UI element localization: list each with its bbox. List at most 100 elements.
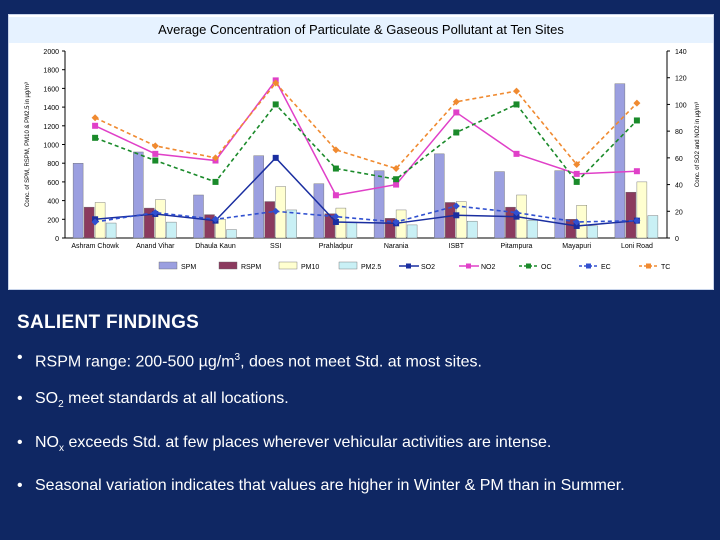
point-tc	[91, 114, 99, 122]
bullet-glyph: •	[17, 349, 23, 366]
legend-marker-oc	[526, 263, 531, 269]
finding-text-end: meet standards at all locations.	[63, 390, 289, 408]
point-no2	[152, 150, 159, 157]
finding-item: • NOx exceeds Std. at few places whereve…	[17, 433, 707, 459]
x-tick-label: ISBT	[449, 243, 465, 250]
point-oc	[272, 101, 279, 108]
bar-spm	[72, 162, 84, 239]
bar-pm10	[155, 199, 166, 239]
finding-subscript: x	[59, 442, 64, 454]
point-ec	[91, 218, 99, 226]
bar-spm	[313, 183, 325, 239]
line-tc	[94, 81, 638, 170]
legend-label-pm25: PM2.5	[361, 264, 381, 271]
bar-spm	[253, 155, 264, 239]
bar-pm25	[467, 220, 478, 239]
point-tc	[633, 99, 641, 107]
point-so2	[453, 212, 460, 219]
left-tick-label: 1400	[43, 105, 59, 112]
left-tick-label: 1200	[43, 124, 59, 131]
finding-item: • RSPM range: 200-500 µg/m3, does not me…	[17, 348, 707, 372]
legend-marker-ec	[586, 263, 591, 269]
right-tick-label: 120	[675, 76, 687, 83]
point-so2	[272, 154, 279, 161]
finding-item: • Seasonal variation indicates that valu…	[17, 476, 707, 496]
x-tick-label: Ashram Chowk	[71, 243, 119, 250]
chart-panel: Average Concentration of Particulate & G…	[8, 14, 714, 290]
point-tc	[212, 154, 219, 162]
legend-label-spm: SPM	[181, 264, 196, 271]
bar-spm	[434, 153, 445, 239]
point-no2	[393, 181, 400, 188]
bar-rspm	[264, 201, 275, 239]
point-tc	[452, 98, 460, 106]
point-oc	[393, 176, 400, 183]
finding-text: RSPM range: 200-500 µg/m	[35, 353, 235, 371]
bar-pm25	[647, 215, 659, 239]
bar-spm	[373, 170, 385, 239]
bar-spm	[614, 83, 626, 239]
left-tick-label: 2000	[43, 49, 59, 56]
line-ec	[94, 205, 637, 223]
bar-rspm	[204, 214, 215, 239]
point-so2	[573, 222, 580, 229]
right-tick-label: 20	[675, 209, 683, 216]
bullet-glyph: •	[17, 390, 23, 408]
x-tick-label: Dhaula Kaun	[195, 243, 236, 250]
point-ec	[151, 209, 159, 217]
finding-item: • SO2 meet standards at all locations.	[17, 389, 707, 415]
legend-swatch-rspm	[218, 261, 238, 270]
legend-swatch-pm10	[278, 261, 298, 270]
legend-marker-so2	[406, 263, 411, 269]
bar-rspm	[384, 218, 396, 239]
left-tick-label: 1800	[43, 68, 59, 75]
legend-swatch-pm25	[338, 261, 358, 270]
point-ec	[392, 218, 400, 226]
bar-rspm	[324, 213, 336, 239]
left-tick-label: 0	[55, 236, 59, 243]
left-tick-label: 200	[47, 217, 59, 224]
point-oc	[513, 101, 520, 108]
point-ec	[452, 202, 460, 210]
legend-label-ec: EC	[601, 264, 611, 271]
point-tc	[513, 87, 520, 95]
pollutant-chart: 0 200 400 600 800 1000 1200 1400 1600 1800 2000 0 20…	[25, 49, 701, 271]
point-no2	[573, 170, 580, 177]
bar-rspm	[445, 202, 456, 239]
point-oc	[212, 178, 219, 185]
bar-spm	[554, 170, 565, 239]
point-no2	[513, 150, 520, 157]
finding-text-end: exceeds Std. at few places wherever vehi…	[64, 433, 552, 451]
point-tc	[272, 79, 280, 87]
point-tc	[151, 142, 159, 150]
bar-pm25	[286, 209, 297, 239]
legend-marker-no2	[466, 263, 471, 269]
legend-label-rspm: RSPM	[241, 264, 261, 271]
finding-text: SO	[35, 390, 59, 408]
legend-swatch-spm	[158, 261, 178, 270]
point-oc	[92, 134, 99, 141]
point-ec	[633, 217, 641, 225]
legend-label-tc: TC	[661, 264, 670, 271]
point-tc	[392, 165, 400, 173]
point-tc	[332, 146, 340, 154]
point-oc	[633, 117, 640, 124]
point-ec	[513, 209, 520, 217]
bar-spm	[133, 151, 144, 239]
point-so2	[513, 213, 520, 220]
x-tick-label: SSI	[270, 243, 281, 250]
finding-text: Seasonal variation indicates that values…	[35, 476, 625, 494]
bar-rspm	[505, 206, 516, 239]
left-tick-label: 1600	[43, 86, 59, 93]
x-tick-label: Loni Road	[621, 243, 653, 250]
x-tick-label: Prahladpur	[319, 243, 354, 250]
left-tick-label: 1000	[43, 143, 59, 150]
bar-pm10	[456, 201, 467, 239]
chart-title: Average Concentration of Particulate & G…	[9, 17, 713, 43]
x-tick-label: Mayapuri	[562, 243, 591, 250]
bar-pm25	[527, 220, 538, 239]
right-axis-title: Conc. of SO2 and NO2 in µg/m³	[695, 102, 701, 187]
bar-pm25	[346, 221, 358, 239]
left-axis-title: Conc. of SPM, RSPM, PM10 & PM2.5 in µg/m…	[25, 82, 31, 207]
legend-label-oc: OC	[541, 264, 552, 271]
